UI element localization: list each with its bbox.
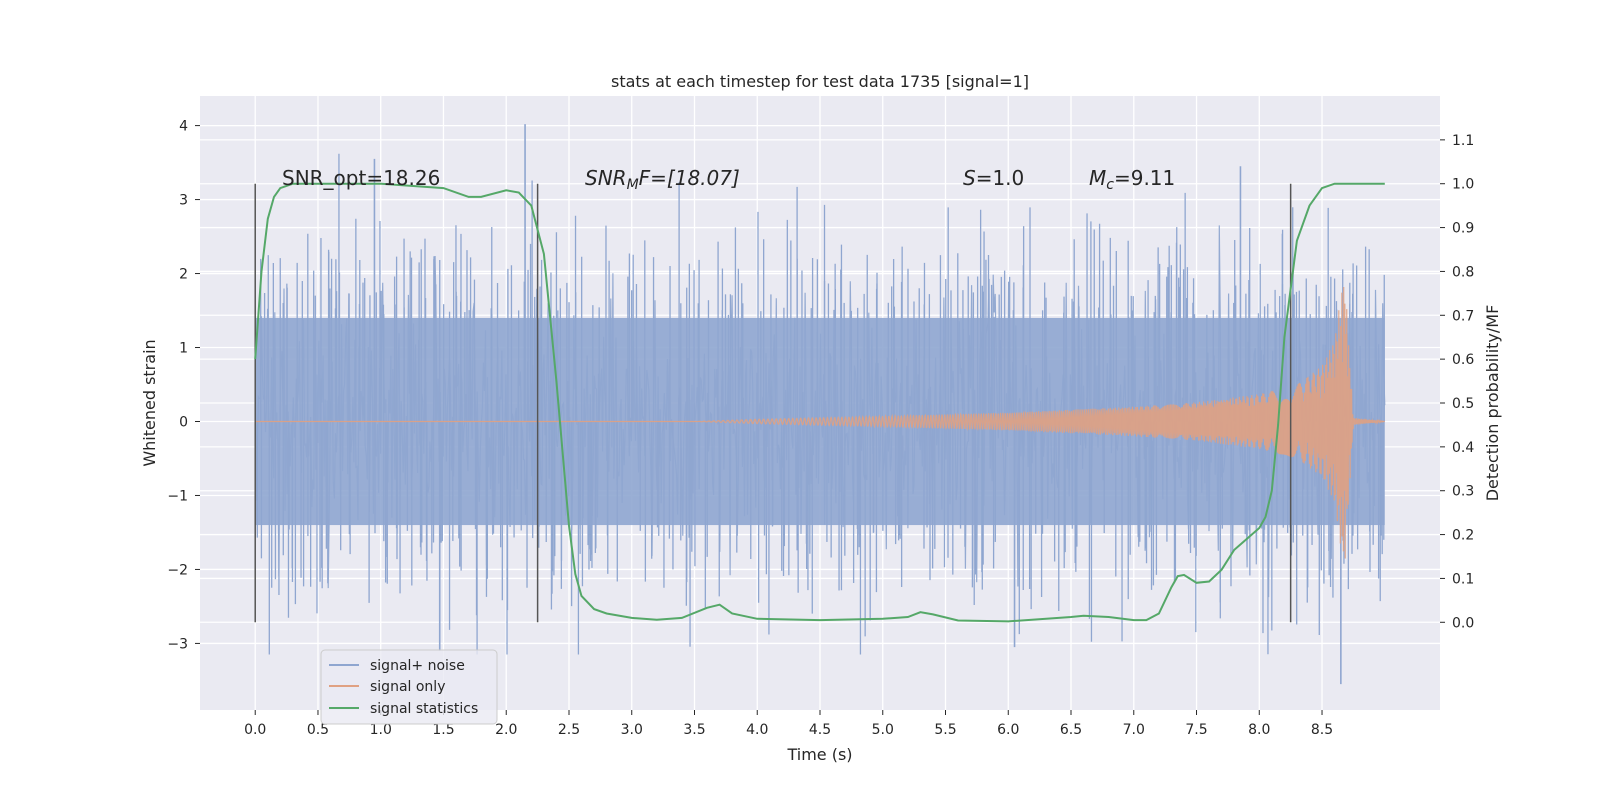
x-tick-label-10: 5.0 [872,722,894,738]
x-tick-label-11: 5.5 [934,722,956,738]
x-tick-label-4: 2.0 [495,722,517,738]
y-tick-label-1: 3 [179,193,188,209]
y-right-tick-label-7: 0.4 [1452,440,1474,456]
y-tick-label-2: 2 [179,267,188,283]
x-tick-label-14: 7.0 [1123,722,1145,738]
x-axis-label: Time (s) [786,745,852,764]
y-axis-ticks: 4 3 2 1 0 −1 −2 −3 [167,119,200,652]
signal-trace [255,287,1385,559]
y-tick-label-3: 1 [179,341,188,357]
x-tick-label-2: 1.0 [370,722,392,738]
y-right-tick-label-8: 0.3 [1452,484,1474,500]
y-right-tick-label-10: 0.1 [1452,571,1474,587]
y-right-tick-label-9: 0.2 [1452,528,1474,544]
x-tick-label-7: 3.5 [683,722,705,738]
y-right-tick-label-2: 0.9 [1452,221,1474,237]
legend: signal+ noise signal only signal statist… [320,649,498,725]
annotation-mc: Mc=9.11 [1089,166,1175,193]
x-tick-label-15: 7.5 [1185,722,1207,738]
chart-title: stats at each timestep for test data 173… [611,72,1029,91]
y-right-tick-label-5: 0.6 [1452,352,1474,368]
y-right-tick-label-1: 1.0 [1452,177,1474,193]
legend-label-signal-noise: signal+ noise [370,658,465,674]
y-tick-label-6: −2 [167,562,188,578]
y-tick-label-4: 0 [179,414,188,430]
y-tick-label-5: −1 [167,488,188,504]
statistics-line [254,182,1385,623]
y-right-tick-label-6: 0.5 [1452,396,1474,412]
y-tick-label-0: 4 [179,119,188,135]
segment-markers [254,183,1292,623]
x-axis-ticks: 0.0 0.5 1.0 1.5 2.0 2.5 3.0 3.5 4.0 4.5 5.0 5.5 6.0 6… [244,710,1333,738]
legend-box [320,649,498,725]
y-right-axis-label: Detection probability/MF [1483,305,1502,502]
y-right-tick-label-0: 1.1 [1452,133,1474,149]
x-tick-label-0: 0.0 [244,722,266,738]
y-right-tick-label-3: 0.8 [1452,264,1474,280]
series-signal-only [255,287,1385,559]
x-tick-label-1: 0.5 [307,722,329,738]
y-axis-label: Whitened strain [140,339,159,466]
y-right-tick-label-11: 0.0 [1452,615,1474,631]
x-tick-label-9: 4.5 [809,722,831,738]
y-right-axis-ticks: 1.1 1.0 0.9 0.8 0.7 0.6 0.5 0.4 0.3 0.2 0.1 0.0 [1440,133,1474,631]
x-tick-label-17: 8.5 [1311,722,1333,738]
annotation-snr-opt: SNR_opt=18.26 [282,166,440,190]
legend-label-signal-only: signal only [370,679,445,695]
x-tick-label-6: 3.0 [621,722,643,738]
series-signal-statistics [254,182,1385,623]
annotation-snr-mf: SNRMF=[18.07] [585,166,740,193]
x-tick-label-5: 2.5 [558,722,580,738]
x-tick-label-3: 1.5 [432,722,454,738]
x-tick-label-16: 8.0 [1248,722,1270,738]
annotation-s: S=1.0 [963,166,1024,190]
y-tick-label-7: −3 [167,636,188,652]
x-tick-label-12: 6.0 [997,722,1019,738]
x-tick-label-13: 6.5 [1060,722,1082,738]
y-right-tick-label-4: 0.7 [1452,308,1474,324]
x-tick-label-8: 4.0 [746,722,768,738]
legend-label-signal-statistics: signal statistics [370,701,478,717]
